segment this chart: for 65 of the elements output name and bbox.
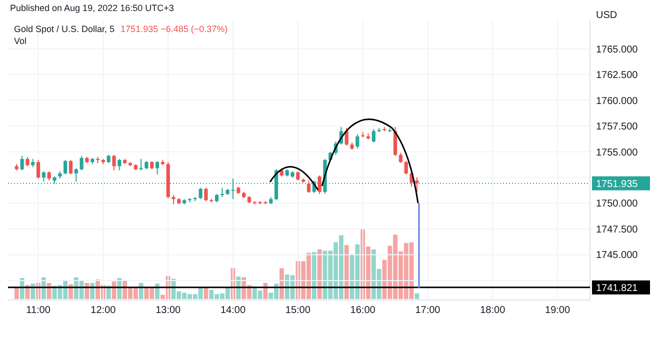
candlestick <box>198 187 202 200</box>
candlestick <box>36 160 40 180</box>
y-tick-label: 1760.000 <box>596 96 638 107</box>
bar <box>414 293 420 299</box>
x-tick-label: 19:00 <box>545 305 570 316</box>
candlestick <box>26 156 30 167</box>
y-tick-label: 1745.000 <box>596 250 638 262</box>
candlestick <box>155 160 160 175</box>
candlestick <box>318 174 322 194</box>
x-tick-label: 15:00 <box>285 305 311 316</box>
bar <box>14 287 19 299</box>
candlestick <box>204 187 208 202</box>
candlestick <box>64 160 68 175</box>
bar <box>30 284 36 299</box>
bar <box>317 249 322 299</box>
bar <box>20 278 24 299</box>
candlestick <box>42 170 46 182</box>
candlestick <box>139 158 143 171</box>
bar <box>236 276 241 299</box>
candlestick <box>372 128 376 143</box>
y-tick-label: 1757.500 <box>596 122 638 133</box>
x-tick-label: 16:00 <box>350 305 376 316</box>
candlestick <box>296 170 300 182</box>
y-tick-label: 1755.000 <box>596 147 638 158</box>
ref-line-label: 1741.821 <box>596 282 638 294</box>
y-axis-title: USD <box>596 10 618 21</box>
chart-title: Vol <box>14 36 27 46</box>
bar <box>155 284 160 299</box>
candlestick <box>344 128 348 146</box>
candlestick <box>398 152 402 164</box>
x-tick-label: 17:00 <box>415 305 441 316</box>
bar <box>279 268 284 299</box>
x-tick-label: 11:00 <box>26 305 51 316</box>
candlestick <box>20 155 24 171</box>
bar <box>42 277 46 299</box>
bar <box>46 282 52 299</box>
bar <box>344 245 349 299</box>
y-tick-label: 1762.500 <box>596 70 638 82</box>
candlestick <box>172 194 176 205</box>
bar <box>117 278 122 299</box>
x-tick-label: 14:00 <box>220 305 246 316</box>
candlestick <box>47 170 51 182</box>
x-tick-label: 18:00 <box>480 305 506 316</box>
bar <box>312 252 316 299</box>
candlestick <box>112 154 116 171</box>
candlestick <box>80 155 84 171</box>
candlestick <box>393 126 398 156</box>
candlestick <box>68 160 73 175</box>
candlestick <box>306 180 311 194</box>
text: Published on Aug 19, 2022 16:50 UTC+3 <box>10 3 174 13</box>
y-tick-label: 1747.500 <box>596 224 638 236</box>
chart-title: Gold Spot / U.S. Dollar, 5 <box>14 24 115 34</box>
candlestick <box>356 134 360 150</box>
candlestick <box>74 168 78 182</box>
chart-subtitle: 1751.935 −6.485 (−0.37%) <box>120 24 228 34</box>
candlestick <box>118 158 122 171</box>
x-tick-label: 13:00 <box>156 305 182 316</box>
candlestick <box>404 160 408 175</box>
y-tick-label: 1765.000 <box>596 44 638 56</box>
ref-line-label: 1751.935 <box>596 178 638 190</box>
candlestick <box>220 187 224 198</box>
bar <box>138 282 144 299</box>
x-tick-label: 12:00 <box>90 305 116 316</box>
bar <box>90 282 95 299</box>
y-tick-label: 1750.000 <box>596 198 638 210</box>
